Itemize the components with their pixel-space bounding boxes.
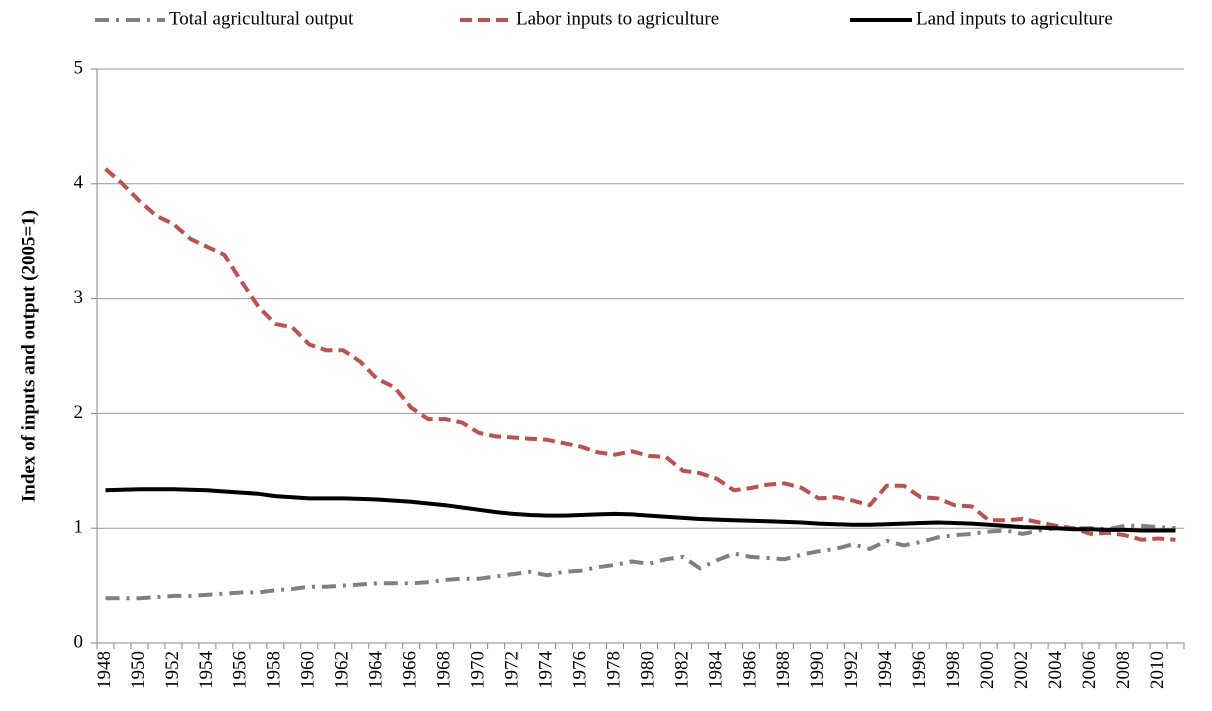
y-tick-label: 1 <box>74 517 84 538</box>
x-tick-label: 1960 <box>298 651 319 689</box>
x-tick-label: 1982 <box>671 651 692 689</box>
x-tick-label: 1970 <box>468 651 489 689</box>
x-tick-label: 1988 <box>773 651 794 689</box>
x-tick-label: 1966 <box>400 651 421 689</box>
y-tick-label: 0 <box>74 631 84 652</box>
x-tick-label: 1956 <box>230 651 251 689</box>
x-tick-label: 1954 <box>196 651 217 690</box>
data-line <box>105 523 1176 601</box>
data-line <box>105 487 1176 533</box>
x-tick-label: 2004 <box>1045 651 1066 690</box>
x-tick-label: 1994 <box>875 651 896 690</box>
legend-label: Land inputs to agriculture <box>916 8 1113 29</box>
x-tick-label: 1950 <box>128 651 149 689</box>
x-tick-label: 1962 <box>332 651 353 689</box>
x-tick-label: 2000 <box>977 651 998 689</box>
x-tick-label: 1998 <box>943 651 964 689</box>
x-tick-label: 1948 <box>94 651 115 689</box>
x-tick-label: 1986 <box>739 651 760 689</box>
x-tick-label: 1958 <box>264 651 285 689</box>
y-tick-label: 5 <box>74 57 84 78</box>
y-axis-label: Index of inputs and output (2005=1) <box>18 210 39 502</box>
x-tick-label: 1990 <box>807 651 828 689</box>
x-tick-label: 1992 <box>841 651 862 689</box>
y-tick-label: 3 <box>74 287 84 308</box>
x-tick-label: 1974 <box>535 651 556 690</box>
x-tick-label: 1980 <box>637 651 658 689</box>
x-tick-label: 1984 <box>705 651 726 690</box>
x-tick-label: 1978 <box>603 651 624 689</box>
y-tick-label: 2 <box>74 402 84 423</box>
x-tick-label: 1964 <box>366 651 387 690</box>
y-tick-label: 4 <box>74 172 84 193</box>
legend-label: Labor inputs to agriculture <box>516 8 719 29</box>
legend-label: Total agricultural output <box>169 8 354 29</box>
x-tick-label: 1976 <box>569 651 590 689</box>
data-line <box>104 167 1176 542</box>
x-tick-label: 1972 <box>501 651 522 689</box>
x-tick-label: 1952 <box>162 651 183 689</box>
x-tick-label: 2006 <box>1079 651 1100 689</box>
x-tick-label: 2010 <box>1147 651 1168 689</box>
x-tick-label: 2002 <box>1011 651 1032 689</box>
x-tick-label: 1968 <box>434 651 455 689</box>
x-tick-label: 1996 <box>909 651 930 689</box>
x-tick-label: 2008 <box>1113 651 1134 689</box>
